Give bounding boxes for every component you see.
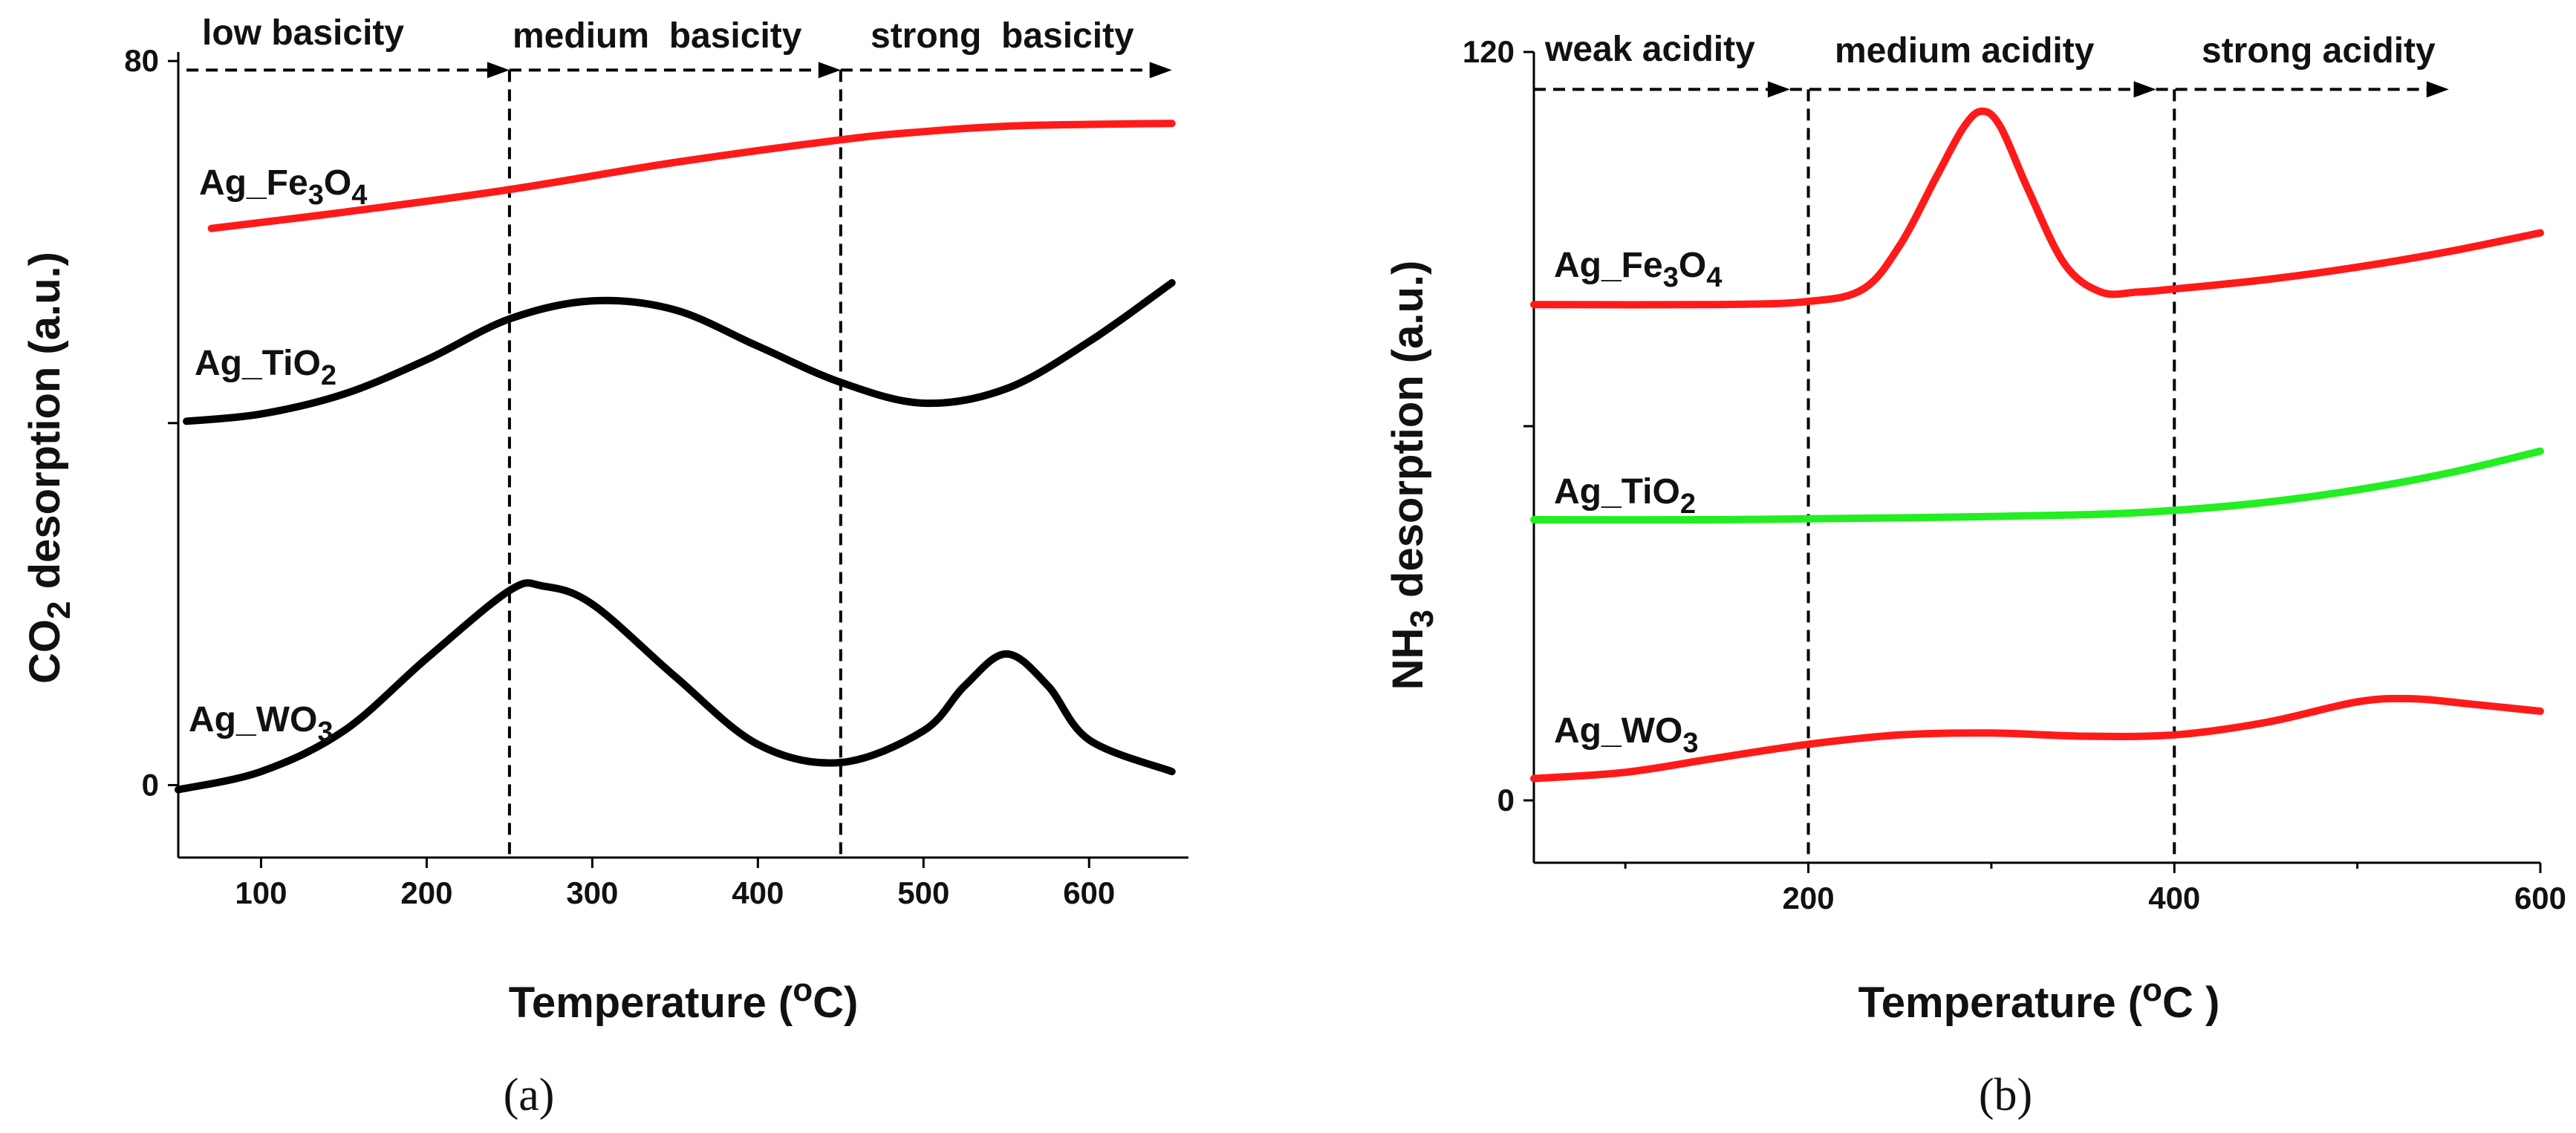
panel-b-region-label-medium: medium acidity <box>1835 31 2095 71</box>
panel-b-y-axis-title: NH3 desorption (a.u.) <box>1384 261 1440 690</box>
panel-b-series-lines <box>1530 107 2544 783</box>
panel-a-x-tick-label: 300 <box>566 875 618 910</box>
panel-a-region-dividers <box>507 70 842 858</box>
panel-b-x-axis-title: Temperature (oC ) <box>1858 972 2220 1027</box>
panel-b-x-tick-label: 400 <box>2148 881 2200 915</box>
panel-b-x-tick-label: 600 <box>2514 881 2566 915</box>
panel-b-region-dividers <box>1806 89 2176 863</box>
panel-a-series-lines <box>175 120 1176 794</box>
panel-b-series-line-ag-wo3 <box>1530 694 2544 783</box>
panel-b-region-arrowhead <box>1767 81 1790 98</box>
panel-a-co2-chart: 100 200 300 400 500 600 0 80 low basicity mediu… <box>21 13 1188 1120</box>
panel-a-region-arrows <box>186 62 1172 79</box>
panel-b-label-ag-fe3o4: Ag_Fe3O4 <box>1554 246 1722 293</box>
panel-b-label-ag-wo3: Ag_WO3 <box>1554 711 1698 759</box>
panel-b-x-tick-label: 200 <box>1783 881 1835 915</box>
panel-a-series-line-ag-wo3 <box>175 579 1176 794</box>
panel-a-ticks: 100 200 300 400 500 600 0 80 <box>124 43 1115 910</box>
panel-b-nh3-chart: 200 400 600 0 120 weak acidity medium acidit… <box>1384 30 2566 1120</box>
panel-a-series-line-ag-fe3o4 <box>207 120 1176 232</box>
panel-a-y-tick-label: 80 <box>124 43 159 78</box>
panel-a-region-arrowhead <box>487 62 510 79</box>
panel-a-region-label-low: low basicity <box>202 13 404 53</box>
panel-b-y-tick-label: 0 <box>1497 783 1515 817</box>
panel-b-region-arrowhead <box>2426 81 2449 98</box>
panel-b-series-line-ag-tio2 <box>1530 447 2544 524</box>
panel-a-x-axis-title: Temperature (oC) <box>509 972 859 1027</box>
panel-a-region-label-strong: strong basicity <box>871 16 1134 56</box>
panel-a-series-line-ag-tio2 <box>183 278 1176 425</box>
panel-a-label-ag-fe3o4: Ag_Fe3O4 <box>199 163 367 211</box>
panel-a-x-tick-label: 100 <box>235 875 287 910</box>
panel-a-region-arrowhead <box>818 62 841 79</box>
panel-a-x-tick-label: 400 <box>732 875 784 910</box>
panel-b-y-tick-label: 120 <box>1463 34 1515 69</box>
panel-a-label-ag-wo3: Ag_WO3 <box>189 700 333 748</box>
panel-a-y-tick-label: 0 <box>142 767 159 802</box>
panel-a-label: (a) <box>504 1070 555 1120</box>
panel-a-region-arrowhead <box>1149 62 1172 79</box>
panel-b-label-ag-tio2: Ag_TiO2 <box>1554 472 1696 520</box>
panel-b-series-line-ag-fe3o4 <box>1530 107 2544 309</box>
panel-a-x-tick-label: 600 <box>1063 875 1115 910</box>
panel-a-y-axis-title: CO2 desorption (a.u.) <box>21 252 77 684</box>
panel-a-label-ag-tio2: Ag_TiO2 <box>195 344 336 391</box>
panel-b-region-label-weak: weak acidity <box>1544 30 1755 69</box>
panel-b-region-label-strong: strong acidity <box>2202 31 2436 71</box>
panel-b-ticks: 200 400 600 0 120 <box>1463 34 2566 915</box>
panel-a-x-tick-label: 500 <box>897 875 949 910</box>
panel-a-region-label-medium: medium basicity <box>513 16 802 56</box>
panel-a-x-tick-label: 200 <box>400 875 452 910</box>
panel-b-region-arrowhead <box>2133 81 2156 98</box>
panel-b-region-arrows <box>1534 81 2449 98</box>
panel-b-label: (b) <box>1979 1070 2032 1120</box>
